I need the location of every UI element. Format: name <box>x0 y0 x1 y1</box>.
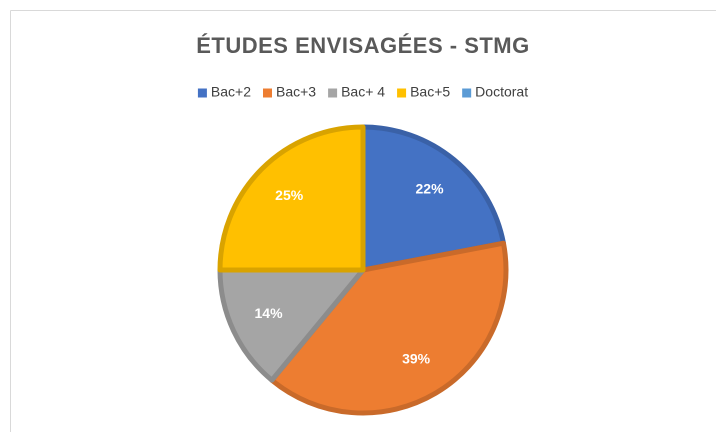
data-label: 25% <box>275 187 304 203</box>
legend-label: Bac+2 <box>211 84 251 100</box>
chart-title: ÉTUDES ENVISAGÉES - STMG <box>196 33 530 58</box>
pie-slice <box>360 124 506 273</box>
legend-swatch <box>328 88 338 98</box>
data-label: 14% <box>255 305 284 321</box>
legend-swatch <box>197 88 207 98</box>
legend-swatch <box>397 88 407 98</box>
legend-label: Bac+ 4 <box>341 84 385 100</box>
legend-label: Doctorat <box>475 84 528 100</box>
legend-label: Bac+3 <box>276 84 316 100</box>
pie-slice <box>217 267 366 383</box>
data-label: 22% <box>416 180 445 196</box>
pie-slice <box>217 124 366 273</box>
legend-swatch <box>462 88 472 98</box>
legend-label: Bac+5 <box>410 84 450 100</box>
data-label: 39% <box>402 351 431 367</box>
pie-slice <box>269 240 509 416</box>
legend-swatch <box>263 88 272 98</box>
